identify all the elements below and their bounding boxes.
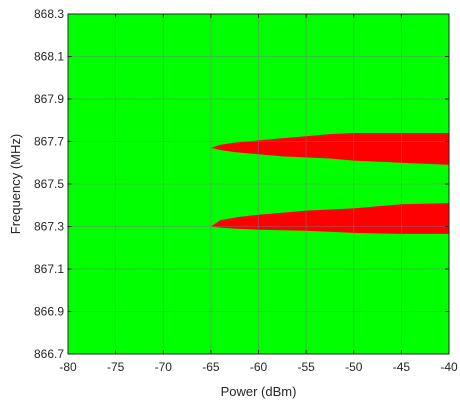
y-tick-label: 868.3	[34, 7, 64, 21]
region-band-1	[210, 133, 449, 165]
x-tick-label: -45	[393, 360, 411, 374]
x-tick-label: -55	[297, 360, 315, 374]
x-tick-label: -75	[107, 360, 125, 374]
y-tick-label: 867.3	[34, 220, 64, 234]
x-tick-label: -40	[440, 360, 458, 374]
x-tick-label: -60	[250, 360, 268, 374]
y-tick-label: 867.1	[34, 262, 64, 276]
x-axis-title: Power (dBm)	[221, 384, 297, 399]
x-tick-label: -50	[345, 360, 363, 374]
grid-layer	[68, 14, 449, 354]
y-tick-label: 866.7	[34, 347, 64, 361]
y-tick-label: 866.9	[34, 305, 64, 319]
x-tick-label: -65	[202, 360, 220, 374]
ticks-layer: -80 -75 -70 -65 -60 -55 -50 -45 -40 866.7 866.9 867…	[34, 7, 458, 374]
x-tick-label: -80	[59, 360, 77, 374]
y-tick-label: 867.7	[34, 135, 64, 149]
y-axis-title: Frequency (MHz)	[8, 134, 23, 234]
y-tick-label: 867.5	[34, 177, 64, 191]
y-tick-label: 867.9	[34, 92, 64, 106]
y-tick-label: 868.1	[34, 50, 64, 64]
x-tick-label: -70	[155, 360, 173, 374]
